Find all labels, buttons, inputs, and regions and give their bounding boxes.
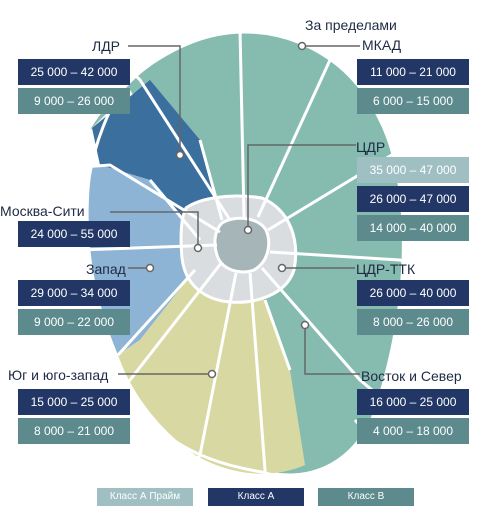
- east-class-b-rate: 4 000 – 18 000: [357, 418, 469, 444]
- city-class-a-rate: 24 000 – 55 000: [18, 221, 130, 247]
- cdr-ttk-class-a-rate: 26 000 – 40 000: [357, 280, 469, 306]
- zone-ldr: [92, 80, 222, 240]
- label-east: Восток и Север: [361, 368, 462, 384]
- cdr-class-a-rate: 26 000 – 47 000: [357, 186, 469, 212]
- label-mkad-line1: За пределами: [305, 17, 397, 33]
- label-cdr: ЦДР: [356, 139, 386, 155]
- cdr-class-b-rate: 14 000 – 40 000: [357, 215, 469, 241]
- marker-cdr: [243, 225, 253, 235]
- marker-east: [300, 320, 310, 330]
- leader-dots: [145, 41, 310, 379]
- label-city: Москва-Сити: [0, 203, 85, 219]
- marker-city: [193, 243, 203, 253]
- zone-center: [214, 218, 269, 272]
- label-mkad-line2: МКАД: [362, 37, 402, 53]
- south-class-a-rate: 15 000 – 25 000: [18, 389, 130, 415]
- ldr-class-a-rate: 25 000 – 42 000: [18, 59, 130, 85]
- leader-lines: [110, 45, 360, 375]
- cdr-ttk-class-b-rate: 8 000 – 26 000: [357, 309, 469, 335]
- legend-class-a: Класс А: [208, 488, 304, 506]
- marker-south: [207, 369, 217, 379]
- marker-cdr-ttk: [277, 263, 287, 273]
- legend-class-b: Класс В: [318, 488, 414, 506]
- label-cdr-ttk: ЦДР-ТТК: [356, 261, 416, 277]
- legend-prime: Класс А Прайм: [97, 488, 193, 506]
- marker-west: [145, 263, 155, 273]
- marker-ldr: [175, 150, 185, 160]
- label-ldr: ЛДР: [92, 38, 121, 54]
- west-class-a-rate: 29 000 – 34 000: [18, 280, 130, 306]
- ldr-class-b-rate: 9 000 – 26 000: [18, 88, 130, 114]
- west-class-b-rate: 9 000 – 22 000: [18, 309, 130, 335]
- south-class-b-rate: 8 000 – 21 000: [18, 418, 130, 444]
- label-south: Юг и юго-запад: [8, 367, 109, 383]
- mkad-class-b-rate: 6 000 – 15 000: [357, 88, 469, 114]
- east-class-a-rate: 16 000 – 25 000: [357, 389, 469, 415]
- mkad-class-a-rate: 11 000 – 21 000: [357, 59, 469, 85]
- cdr-prime-rate: 35 000 – 47 000: [357, 157, 469, 183]
- label-west: Запад: [86, 261, 126, 277]
- marker-mkad: [297, 41, 307, 51]
